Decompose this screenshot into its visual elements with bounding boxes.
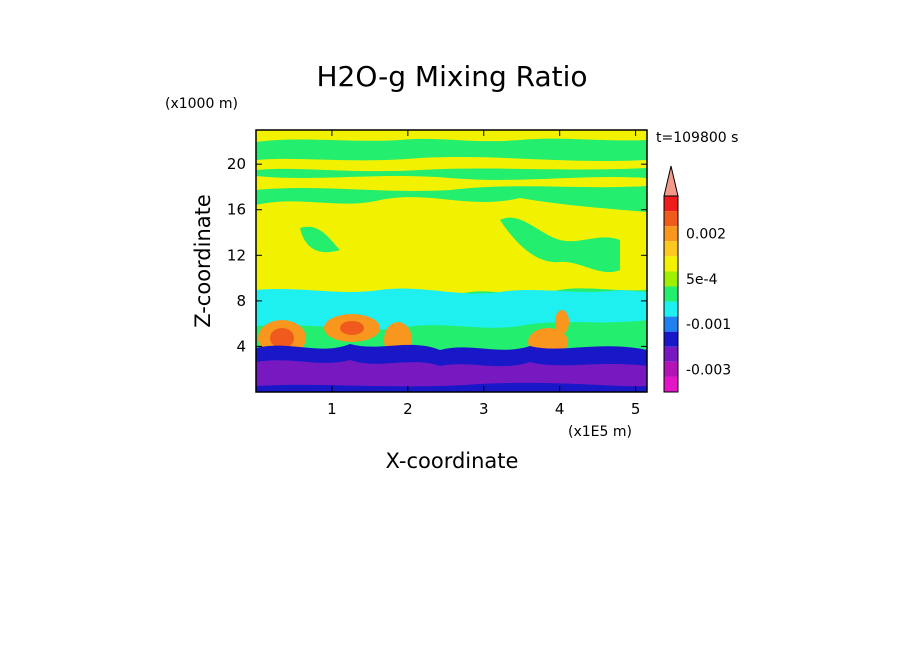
colorbar-label: -0.003: [686, 362, 731, 378]
colorbar-swatch: [664, 196, 678, 212]
plot-frame: [255, 129, 648, 393]
x-tick-label: 4: [555, 400, 565, 418]
x-tick-label: 2: [403, 400, 413, 418]
y-tick-label: 16: [227, 201, 246, 219]
colorbar-swatch: [664, 256, 678, 272]
x-axis-ticks: 1 2 3 4 5: [327, 130, 640, 418]
y-tick-label: 4: [236, 337, 246, 355]
colorbar-swatch: [664, 286, 678, 302]
colorbar-frame: [663, 195, 679, 393]
x-axis-label: X-coordinate: [386, 449, 519, 473]
colorbar-swatch: [664, 301, 678, 317]
y-unit-label: (x1000 m): [165, 96, 238, 112]
colorbar-labels: 0.002 5e-4 -0.001 -0.003: [686, 227, 731, 379]
y-tick-label: 20: [227, 155, 246, 173]
colorbar-label: 5e-4: [686, 272, 718, 288]
colorbar-swatch: [664, 271, 678, 287]
y-tick-label: 8: [236, 292, 246, 310]
y-axis-label: Z-coordinate: [191, 194, 215, 328]
colorbar-swatch: [664, 226, 678, 242]
colorbar: [663, 165, 679, 393]
x-tick-label: 1: [327, 400, 337, 418]
colorbar-swatch: [664, 241, 678, 257]
x-unit-label: (x1E5 m): [568, 424, 632, 440]
colorbar-swatch: [664, 361, 678, 377]
colorbar-swatch: [664, 211, 678, 227]
y-axis-ticks: 4 8 12 16 20: [227, 155, 647, 355]
x-tick-label: 3: [479, 400, 489, 418]
colorbar-swatch: [664, 331, 678, 347]
x-tick-label: 5: [631, 400, 641, 418]
colorbar-swatch: [664, 376, 678, 392]
colorbar-swatch: [664, 316, 678, 332]
time-label: t=109800 s: [656, 130, 738, 146]
colorbar-cap: [663, 165, 679, 197]
colorbar-label: 0.002: [686, 227, 726, 243]
colorbar-swatch: [664, 346, 678, 362]
colorbar-label: -0.001: [686, 317, 731, 333]
contour-field: [256, 130, 647, 392]
chart-title: H2O-g Mixing Ratio: [316, 60, 587, 93]
y-tick-label: 12: [227, 246, 246, 264]
